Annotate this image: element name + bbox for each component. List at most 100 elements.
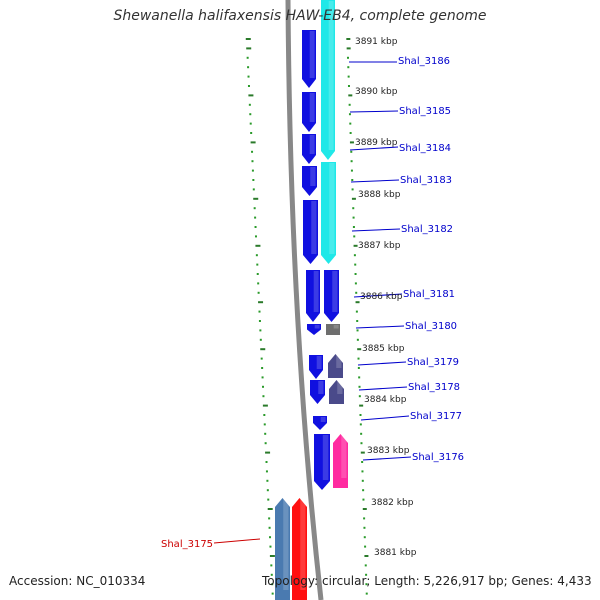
scale-label: 3887 kbp bbox=[358, 241, 401, 251]
inner-tick bbox=[251, 169, 254, 172]
gene-arrow-highlight bbox=[333, 325, 339, 329]
outer-tick bbox=[348, 94, 353, 97]
outer-tick bbox=[359, 423, 362, 426]
outer-tick bbox=[352, 226, 355, 228]
inner-tick bbox=[252, 188, 255, 191]
outer-tick bbox=[363, 536, 366, 539]
outer-tick bbox=[355, 310, 358, 313]
label-leader bbox=[357, 361, 407, 366]
scale-label: 3881 kbp bbox=[374, 548, 417, 558]
label-leader bbox=[351, 228, 401, 232]
inner-tick bbox=[250, 141, 256, 144]
inner-tick bbox=[248, 94, 254, 97]
gene-arrow bbox=[328, 354, 343, 378]
outer-tick bbox=[351, 179, 354, 181]
gene-label: Shal_3186 bbox=[398, 56, 450, 67]
inner-tick bbox=[271, 592, 274, 595]
outer-tick bbox=[349, 141, 354, 144]
inner-tick bbox=[257, 282, 260, 285]
scale-label: 3882 kbp bbox=[371, 498, 414, 508]
label-leader bbox=[362, 456, 412, 461]
inner-tick bbox=[261, 376, 264, 379]
outer-tick bbox=[352, 207, 355, 210]
outer-tick bbox=[346, 56, 349, 59]
outer-tick bbox=[359, 404, 364, 407]
gene-arrow-highlight bbox=[283, 499, 289, 590]
outer-tick bbox=[357, 348, 362, 351]
gene-arrow-highlight bbox=[320, 417, 326, 422]
inner-tick bbox=[252, 179, 255, 181]
gene-features bbox=[275, 0, 348, 600]
gene-arrow-highlight bbox=[310, 167, 316, 186]
inner-tick bbox=[249, 113, 252, 116]
inner-tick bbox=[258, 310, 261, 313]
gene-arrow bbox=[314, 434, 330, 490]
inner-tick bbox=[250, 132, 253, 134]
inner-tick bbox=[251, 150, 254, 153]
inner-tick bbox=[262, 395, 265, 398]
gene-arrow bbox=[292, 498, 307, 600]
scale-label: 3891 kbp bbox=[355, 37, 398, 47]
inner-tick bbox=[259, 329, 262, 332]
inner-tick bbox=[247, 75, 250, 78]
gene-label: Shal_3175 bbox=[161, 539, 213, 550]
inner-tick bbox=[268, 526, 271, 529]
gene-arrow-highlight bbox=[300, 499, 306, 590]
gene-arrow-highlight bbox=[328, 1, 334, 150]
outer-tick bbox=[360, 442, 363, 445]
inner-tick bbox=[249, 122, 252, 125]
inner-tick bbox=[258, 320, 261, 322]
gene-arrow bbox=[306, 270, 320, 322]
outer-tick bbox=[355, 301, 360, 304]
gene-arrow-highlight bbox=[314, 325, 320, 329]
inner-tick bbox=[262, 385, 265, 388]
outer-tick bbox=[361, 470, 364, 473]
outer-tick bbox=[362, 508, 367, 510]
outer-tick bbox=[356, 320, 359, 322]
outer-tick bbox=[346, 47, 351, 50]
inner-tick bbox=[247, 85, 250, 87]
outer-tick bbox=[361, 479, 364, 482]
scale-label: 3886 kbp bbox=[360, 292, 403, 302]
inner-tick bbox=[247, 66, 250, 69]
scale-label: 3888 kbp bbox=[358, 190, 401, 200]
inner-tick bbox=[263, 414, 266, 416]
gene-arrow bbox=[302, 30, 316, 88]
inner-tick bbox=[262, 404, 268, 407]
outer-tick bbox=[348, 113, 351, 116]
outer-tick bbox=[347, 85, 350, 87]
inner-tick bbox=[265, 470, 268, 473]
inner-tick bbox=[260, 357, 263, 360]
outer-tick bbox=[351, 188, 354, 191]
inner-tick bbox=[264, 432, 267, 435]
outer-tick-ring bbox=[346, 38, 369, 595]
label-leader bbox=[349, 110, 399, 113]
outer-tick bbox=[353, 235, 356, 238]
genome-title: Shewanella halifaxensis HAW-EB4, complet… bbox=[113, 8, 487, 24]
gene-arrow bbox=[302, 92, 316, 132]
outer-tick bbox=[362, 489, 365, 492]
scale-label: 3885 kbp bbox=[362, 344, 405, 354]
outer-tick bbox=[347, 66, 350, 69]
outer-tick bbox=[349, 132, 352, 134]
scale-label: 3884 kbp bbox=[364, 395, 407, 405]
label-leader-lines bbox=[213, 61, 412, 544]
label-leader bbox=[360, 415, 410, 421]
inner-tick bbox=[256, 263, 259, 266]
gene-arrow-highlight bbox=[336, 355, 342, 368]
outer-tick bbox=[360, 432, 363, 435]
gene-arrow-highlight bbox=[329, 163, 335, 254]
inner-tick bbox=[253, 197, 259, 200]
outer-tick bbox=[365, 583, 368, 586]
outer-tick bbox=[361, 461, 364, 463]
outer-tick bbox=[350, 160, 353, 163]
gene-arrow bbox=[302, 166, 317, 196]
outer-tick bbox=[353, 244, 358, 247]
outer-tick bbox=[351, 197, 356, 200]
scale-labels: 3891 kbp 3890 kbp 3889 kbp 3888 kbp 3887 kbp… bbox=[355, 37, 417, 558]
outer-tick bbox=[364, 564, 367, 567]
gene-label: Shal_3179 bbox=[407, 357, 459, 368]
gene-arrow bbox=[307, 324, 321, 335]
label-leader bbox=[358, 386, 408, 391]
inner-tick bbox=[269, 536, 272, 539]
